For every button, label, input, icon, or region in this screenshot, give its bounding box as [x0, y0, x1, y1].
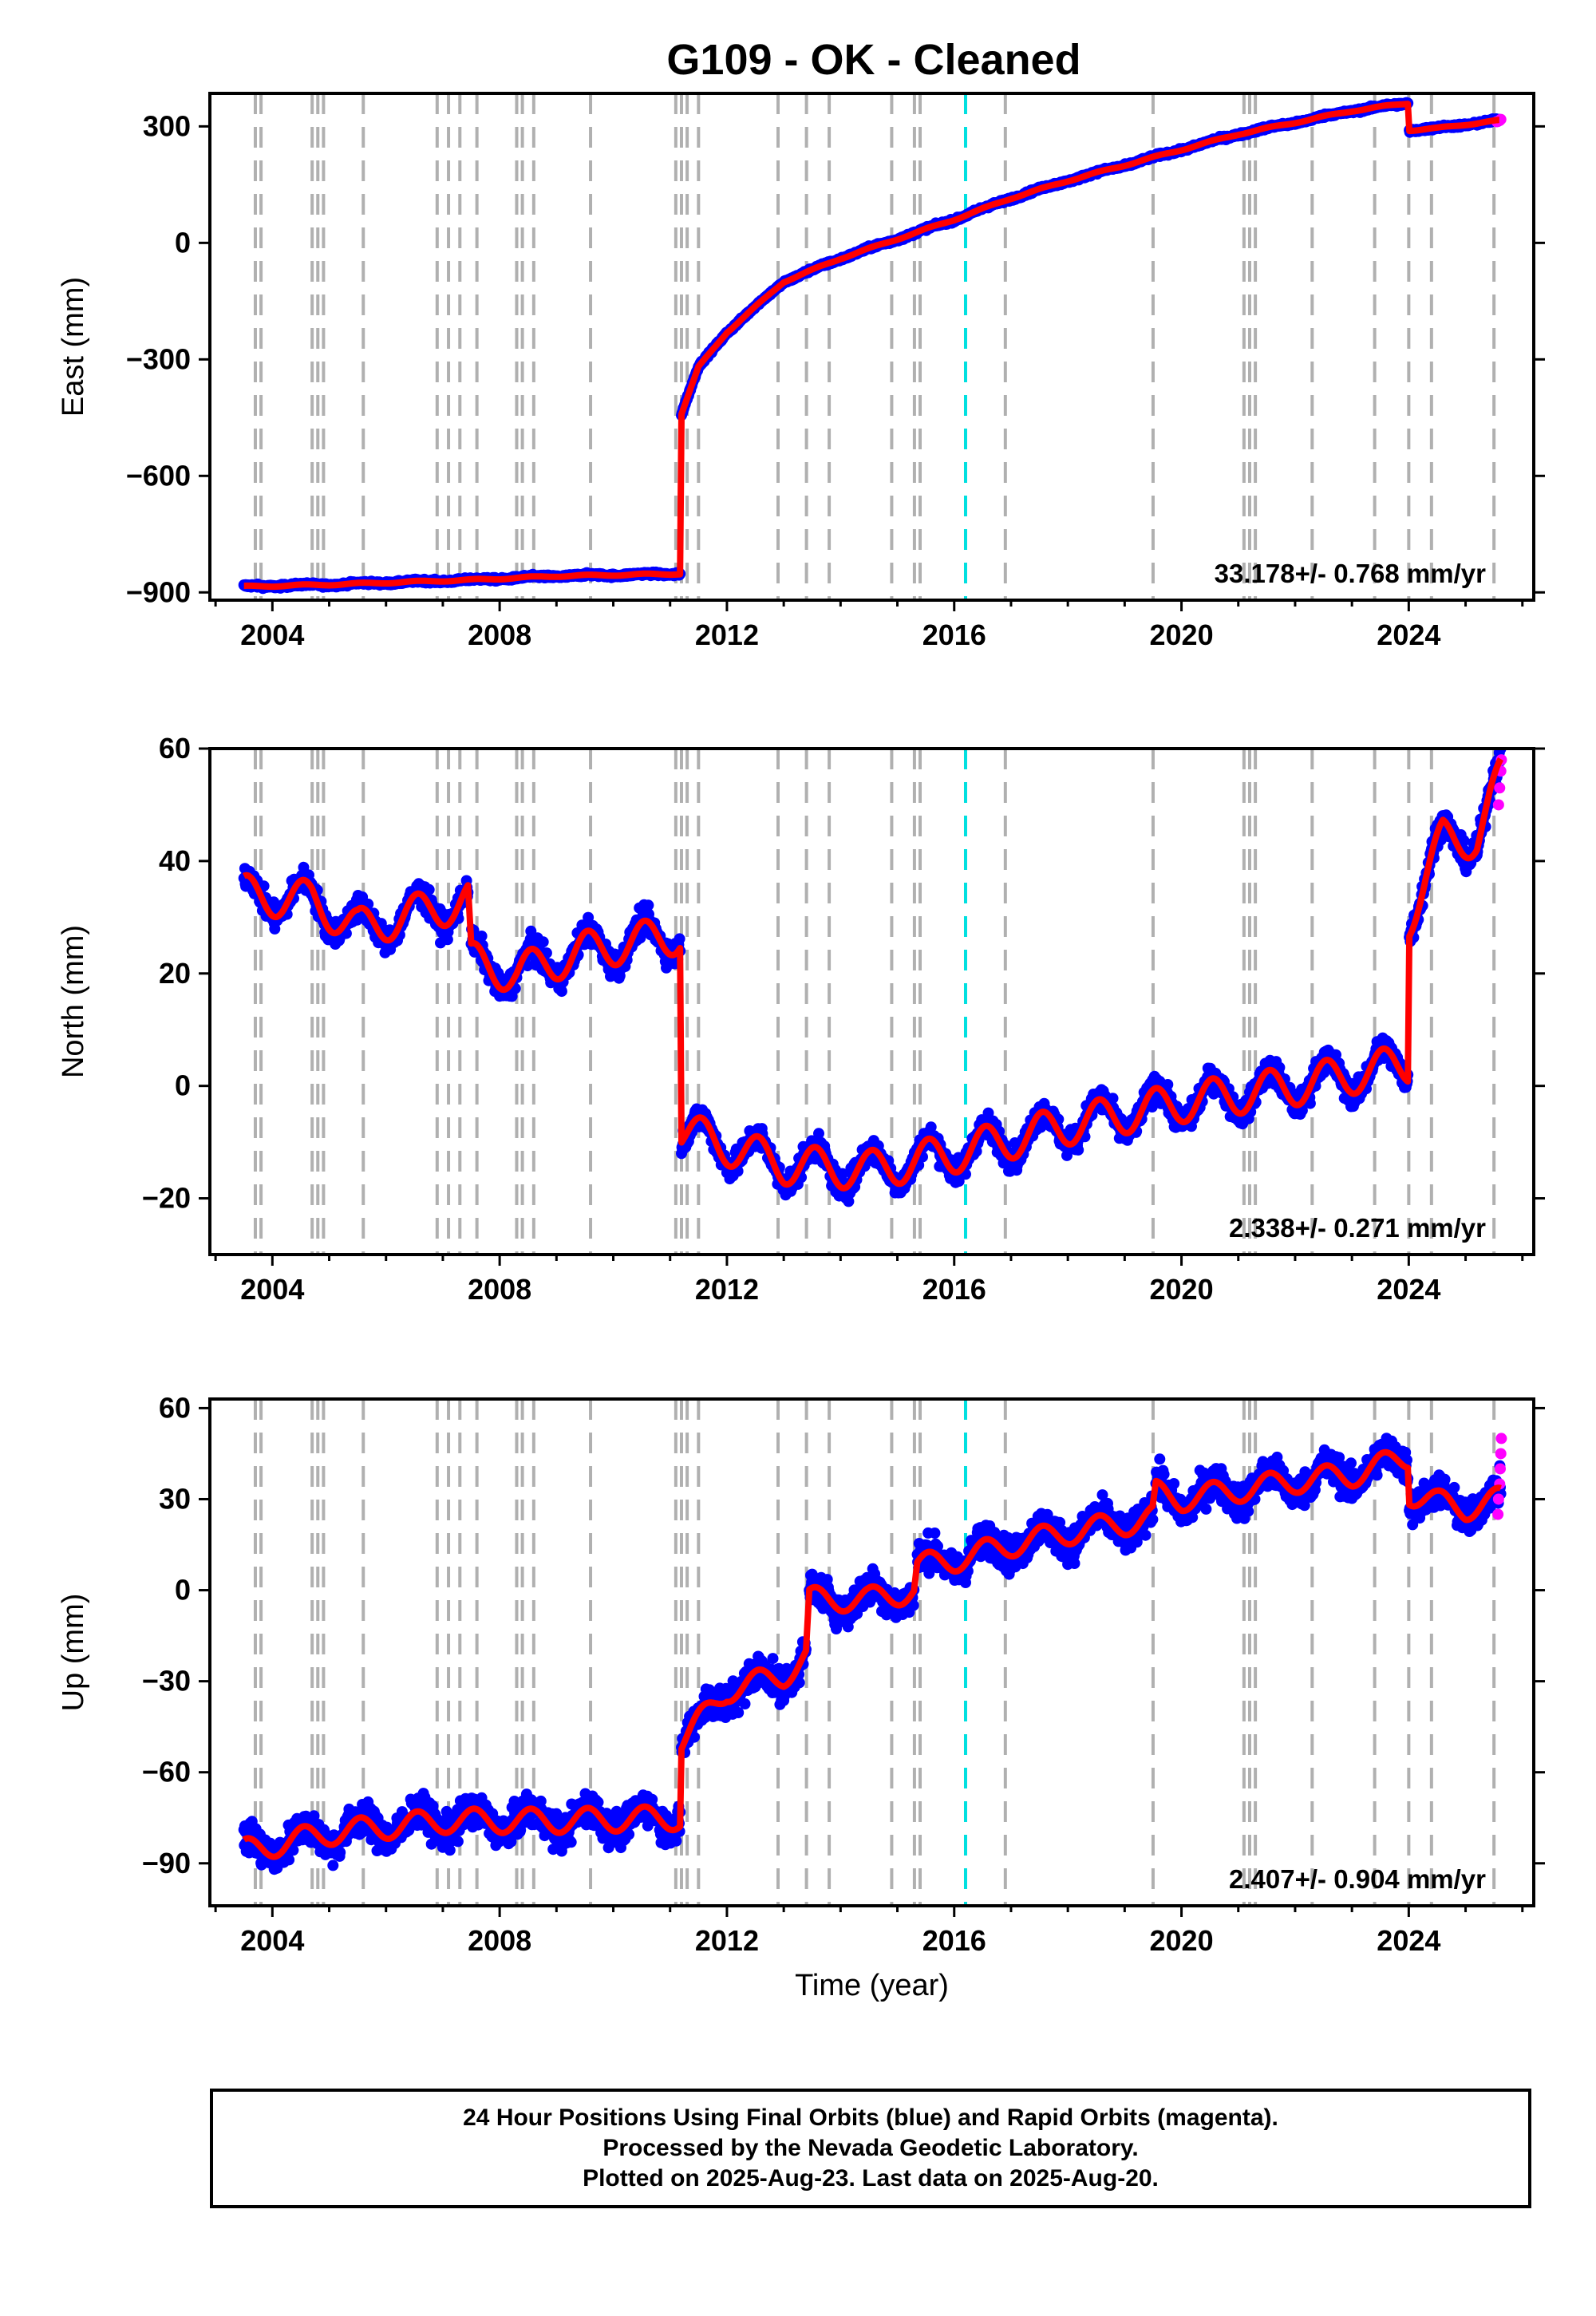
plot-area	[238, 749, 1507, 1255]
y-tick-label: 0	[175, 226, 191, 259]
data-point	[1162, 1079, 1174, 1090]
plot-frame	[208, 92, 1535, 602]
velocity-rate-label: 33.178+/- 0.768 mm/yr	[1215, 559, 1486, 588]
x-tick-label: 2016	[922, 619, 986, 651]
x-tick-label: 2012	[695, 619, 759, 651]
y-tick-label: −900	[126, 575, 191, 608]
x-tick-label: 2004	[240, 619, 304, 651]
x-tick-label: 2024	[1377, 619, 1440, 651]
data-point	[537, 936, 549, 948]
data-point	[423, 883, 435, 895]
final-orbit-points	[238, 749, 1507, 1207]
panel-north: 2004 2008 2012 2016 2020 2024−200204060North …	[57, 732, 1545, 1306]
y-axis-label: East (mm)	[57, 277, 90, 417]
y-tick-label: −300	[126, 342, 191, 375]
final-orbit-points	[238, 97, 1505, 595]
y-tick-label: −600	[126, 459, 191, 492]
y-tick-label: 300	[143, 109, 191, 142]
data-point	[674, 933, 685, 945]
panel-east: 2004 2008 2012 2016 2020 2024 −900 −600 −300 0 300…	[57, 92, 1545, 651]
page-title: G109 - OK - Cleaned	[666, 36, 1081, 84]
x-tick-label: 2020	[1150, 619, 1214, 651]
x-tick-label: 2008	[468, 619, 531, 651]
plot-area	[238, 93, 1507, 600]
